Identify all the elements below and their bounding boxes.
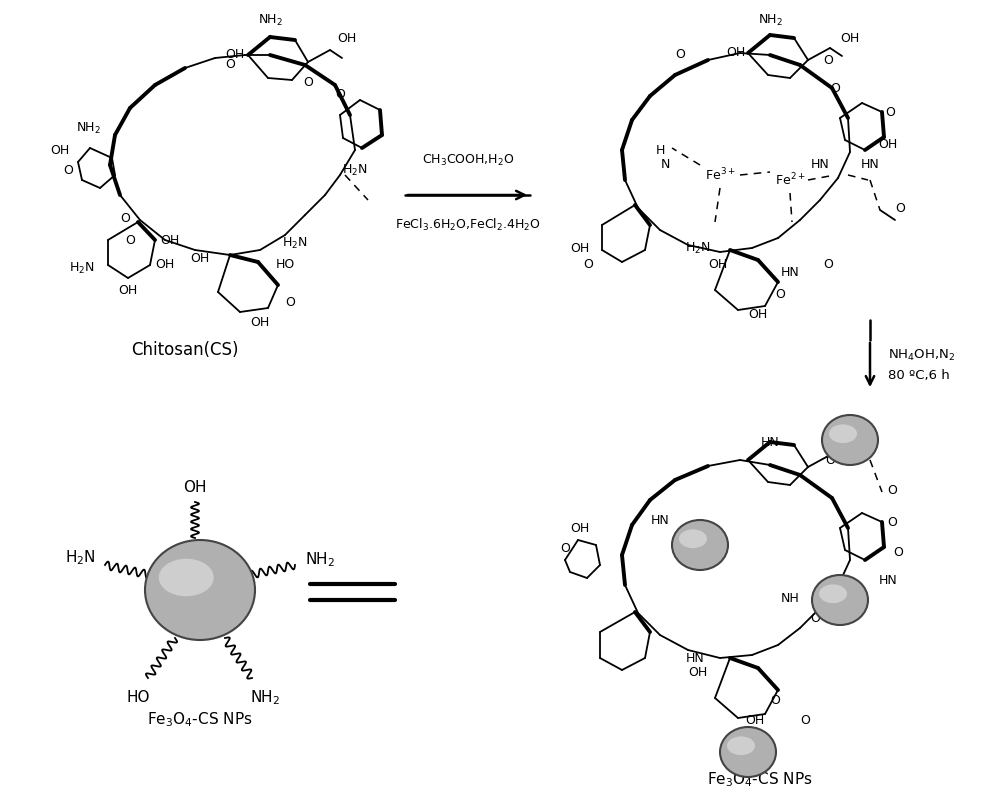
Text: O: O	[823, 53, 833, 67]
Ellipse shape	[822, 415, 878, 465]
Text: H$_2$N: H$_2$N	[685, 240, 711, 256]
Text: O: O	[335, 89, 345, 102]
Text: O: O	[825, 454, 835, 467]
Text: OH: OH	[160, 234, 180, 247]
Ellipse shape	[819, 584, 847, 603]
Text: HO: HO	[126, 691, 150, 705]
Text: NH$_4$OH,N$_2$: NH$_4$OH,N$_2$	[888, 347, 955, 363]
Text: H$_2$N: H$_2$N	[69, 260, 95, 276]
Text: 80 ºC,6 h: 80 ºC,6 h	[888, 368, 950, 381]
Text: HN: HN	[861, 159, 879, 172]
Text: H$_2$N: H$_2$N	[282, 235, 308, 251]
Text: O: O	[865, 435, 875, 448]
Text: O: O	[770, 693, 780, 707]
Ellipse shape	[829, 425, 857, 443]
Text: O: O	[887, 484, 897, 496]
Text: O: O	[775, 289, 785, 301]
Text: NH$_2$: NH$_2$	[305, 550, 335, 569]
Text: NH$_2$: NH$_2$	[258, 12, 282, 27]
Text: OH: OH	[155, 259, 175, 272]
Text: O: O	[125, 234, 135, 247]
Text: FeCl$_3$.6H$_2$O,FeCl$_2$.4H$_2$O: FeCl$_3$.6H$_2$O,FeCl$_2$.4H$_2$O	[395, 217, 541, 233]
Text: NH$_2$: NH$_2$	[758, 12, 782, 27]
Text: O: O	[560, 542, 570, 555]
Text: HO: HO	[275, 259, 295, 272]
Ellipse shape	[727, 737, 755, 755]
Text: O: O	[885, 106, 895, 118]
Text: OH: OH	[570, 242, 590, 255]
Text: NH: NH	[781, 592, 799, 604]
Text: Chitosan(CS): Chitosan(CS)	[131, 341, 239, 359]
Text: O: O	[63, 164, 73, 177]
Text: HN: HN	[761, 435, 779, 448]
Text: OH: OH	[50, 143, 70, 156]
Text: CH$_3$COOH,H$_2$O: CH$_3$COOH,H$_2$O	[422, 152, 514, 168]
Text: OH: OH	[337, 31, 357, 44]
Text: HN: HN	[651, 513, 669, 526]
Text: O: O	[225, 59, 235, 72]
Text: OH: OH	[570, 521, 590, 534]
Text: O: O	[830, 81, 840, 94]
Ellipse shape	[145, 540, 255, 640]
Text: HN: HN	[781, 265, 799, 279]
Text: OH: OH	[183, 480, 207, 496]
Text: O: O	[887, 516, 897, 529]
Text: O: O	[847, 438, 857, 451]
Text: NH$_2$: NH$_2$	[76, 120, 100, 135]
Ellipse shape	[159, 559, 214, 596]
Text: OH: OH	[688, 666, 708, 679]
Text: O: O	[583, 257, 593, 271]
Text: OH: OH	[840, 31, 860, 44]
Ellipse shape	[720, 727, 776, 777]
Text: O: O	[675, 48, 685, 61]
Text: H: H	[655, 143, 665, 156]
Text: HN: HN	[811, 159, 829, 172]
Text: O: O	[120, 211, 130, 225]
Text: OH: OH	[878, 139, 898, 152]
Text: O: O	[893, 546, 903, 559]
Text: OH: OH	[250, 315, 270, 329]
Ellipse shape	[812, 575, 868, 625]
Text: Fe$^{2+}$: Fe$^{2+}$	[775, 172, 805, 189]
Text: H$_2$N: H$_2$N	[342, 163, 368, 177]
Text: H$_2$N: H$_2$N	[65, 549, 95, 567]
Text: N: N	[660, 159, 670, 172]
Text: OH: OH	[118, 284, 138, 297]
Ellipse shape	[679, 530, 707, 548]
Text: O: O	[823, 259, 833, 272]
Text: Fe$_3$O$_4$-CS NPs: Fe$_3$O$_4$-CS NPs	[147, 711, 253, 729]
Text: O: O	[683, 534, 693, 546]
Text: O: O	[895, 202, 905, 214]
Text: OH: OH	[225, 48, 245, 61]
Text: OH: OH	[748, 309, 768, 322]
Text: O: O	[800, 713, 810, 726]
Text: Fe$^{3+}$: Fe$^{3+}$	[705, 167, 735, 183]
Text: OH: OH	[708, 259, 728, 272]
Text: O: O	[285, 296, 295, 309]
Text: O: O	[810, 612, 820, 625]
Text: NH$_2$: NH$_2$	[250, 688, 280, 708]
Text: OH: OH	[745, 713, 765, 726]
Text: O: O	[303, 76, 313, 89]
Ellipse shape	[672, 520, 728, 570]
Text: OH: OH	[726, 47, 746, 60]
Text: Fe$_3$O$_4$-CS NPs: Fe$_3$O$_4$-CS NPs	[707, 771, 813, 789]
Text: OH: OH	[190, 251, 210, 264]
Text: HN: HN	[879, 574, 897, 587]
Text: HN: HN	[686, 651, 704, 664]
